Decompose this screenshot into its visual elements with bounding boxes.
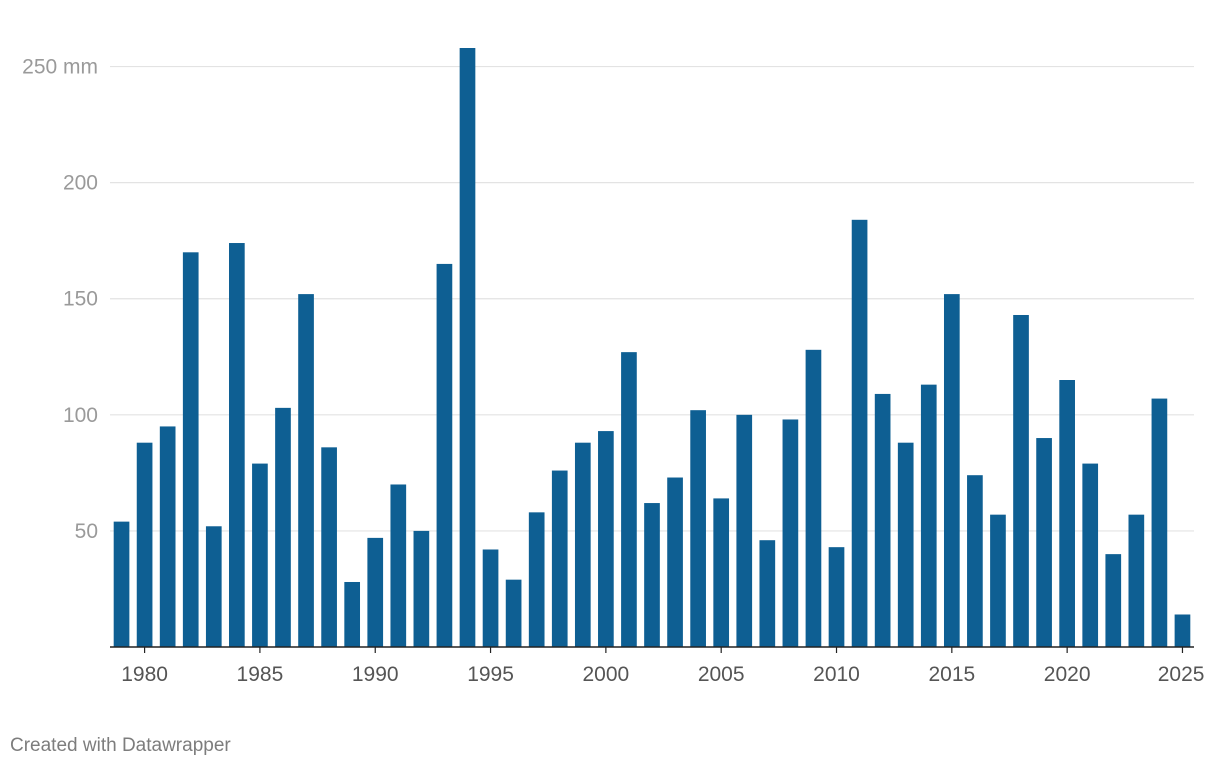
y-tick-label: 50	[75, 520, 98, 543]
x-tick-label: 2010	[813, 663, 860, 686]
x-tick-label: 2000	[583, 663, 630, 686]
bar	[736, 414, 753, 647]
credit-footer[interactable]: Created with Datawrapper	[10, 735, 231, 756]
bar	[1128, 514, 1145, 647]
bar	[436, 263, 453, 647]
bar	[390, 484, 407, 647]
bar	[874, 393, 891, 647]
bar	[252, 463, 268, 647]
bar	[136, 442, 153, 647]
x-tick-label: 1980	[121, 663, 168, 686]
bars	[113, 48, 1191, 648]
x-tick-label: 1990	[352, 663, 399, 686]
gridlines	[110, 65, 1194, 532]
bar	[344, 581, 361, 647]
bar-chart: 50 100 150 200 250 mm 1980 1985 1990 1995 2000 20…	[22, 48, 1205, 686]
bar	[1013, 314, 1029, 647]
bar	[920, 384, 937, 647]
x-tick-label: 2015	[928, 663, 975, 686]
bar	[667, 477, 683, 647]
bar	[159, 426, 176, 647]
bar	[1082, 463, 1099, 647]
y-tick-label: 200	[63, 172, 98, 195]
x-tick-label: 1995	[467, 663, 514, 686]
x-tick-label: 2020	[1044, 663, 1091, 686]
y-tick-label: 100	[63, 404, 98, 427]
bar	[113, 521, 130, 647]
bar	[367, 537, 384, 647]
bar	[851, 219, 868, 647]
bar	[551, 470, 568, 647]
bar	[690, 410, 706, 647]
bar	[990, 514, 1006, 647]
bar	[621, 352, 637, 647]
bar	[528, 512, 545, 647]
y-axis-labels: 50 100 150 200 250 mm	[22, 56, 98, 543]
bar	[275, 407, 291, 647]
bar	[897, 442, 914, 647]
bar	[828, 547, 845, 647]
x-tick-label: 2025	[1158, 663, 1205, 686]
bar	[805, 349, 822, 647]
bar	[205, 526, 222, 647]
x-axis: 1980 1985 1990 1995 2000 2005 2010 2015 2020 2025	[110, 646, 1205, 686]
bar	[1036, 438, 1052, 647]
bar	[644, 503, 660, 647]
bar	[943, 294, 960, 647]
x-tick-label: 2005	[698, 663, 745, 686]
bar	[759, 540, 776, 647]
bar	[574, 442, 591, 647]
bar	[713, 498, 730, 647]
bar	[967, 475, 983, 647]
bar	[1174, 614, 1191, 647]
bar	[229, 243, 245, 647]
y-tick-label: 250 mm	[22, 56, 98, 79]
bar	[459, 48, 476, 647]
bar	[1151, 398, 1168, 647]
y-tick-label: 150	[63, 288, 98, 311]
bar	[182, 252, 199, 648]
x-tick-label: 1985	[237, 663, 284, 686]
bar	[321, 447, 337, 647]
bar	[298, 294, 314, 647]
bar	[482, 549, 499, 647]
bar	[598, 431, 614, 647]
bar	[505, 579, 522, 647]
bar	[1059, 380, 1075, 647]
chart: 50 100 150 200 250 mm 1980 1985 1990 1995 2000 20…	[22, 48, 1205, 686]
bar	[413, 530, 430, 647]
bar	[1105, 554, 1122, 647]
bar	[782, 419, 799, 647]
